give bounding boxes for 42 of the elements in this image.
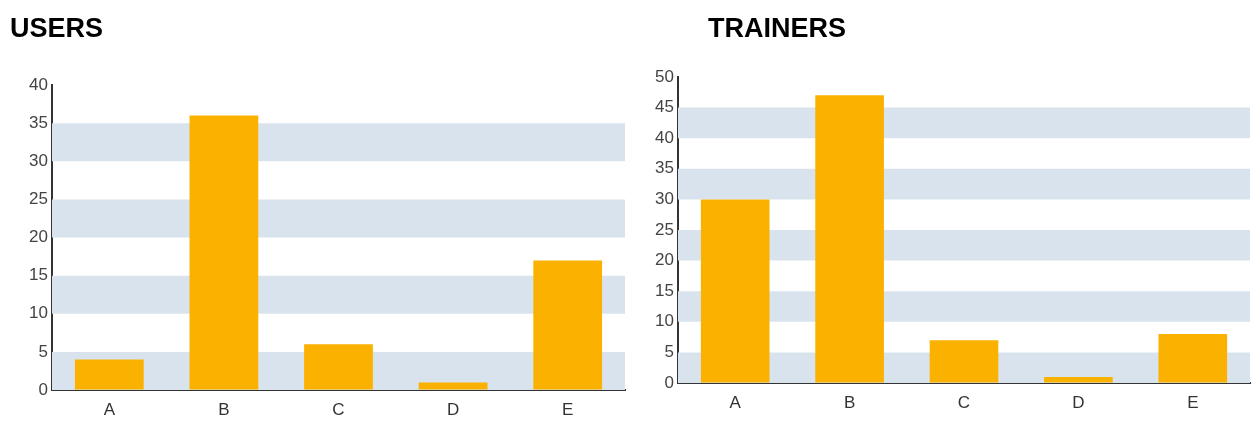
x-tick-label: B — [843, 392, 856, 412]
x-tick-label: B — [218, 399, 230, 419]
y-tick-label: 10 — [29, 303, 48, 323]
bar — [533, 260, 603, 390]
y-tick-label: 20 — [29, 227, 48, 247]
y-tick-label: 35 — [29, 112, 48, 132]
x-tick-label: D — [1072, 392, 1085, 412]
bar — [1044, 376, 1113, 383]
y-tick-label: 50 — [655, 66, 674, 86]
y-tick-label: 25 — [29, 189, 48, 209]
y-tick-label: 0 — [664, 372, 674, 392]
x-tick-label: A — [729, 392, 742, 412]
bar — [929, 340, 999, 383]
bar — [700, 199, 770, 383]
chart-title: USERS — [10, 12, 104, 44]
y-tick-label: 15 — [29, 265, 48, 285]
y-tick-label: 15 — [655, 280, 674, 300]
y-tick-label: 30 — [655, 189, 674, 209]
chart-title: TRAINERS — [708, 12, 847, 44]
y-tick-label: 45 — [655, 97, 674, 117]
x-tick-label: C — [332, 399, 345, 419]
x-tick-label: E — [1187, 392, 1199, 412]
y-tick-label: 5 — [664, 342, 674, 362]
y-tick-label: 25 — [655, 219, 674, 239]
y-tick-label: 35 — [655, 158, 674, 178]
x-tick-label: D — [446, 399, 460, 419]
y-tick-label: 30 — [29, 150, 48, 170]
x-tick-label: E — [562, 399, 574, 419]
bar — [815, 95, 884, 383]
y-tick-label: 10 — [655, 311, 674, 331]
x-tick-label: C — [957, 392, 971, 412]
bar — [189, 115, 259, 390]
x-tick-label: A — [103, 399, 116, 419]
bar — [1158, 334, 1228, 383]
y-tick-label: 40 — [29, 74, 48, 94]
y-tick-label: 40 — [655, 127, 674, 147]
y-tick-label: 0 — [38, 379, 48, 399]
bar — [304, 344, 373, 390]
y-tick-label: 5 — [38, 341, 48, 361]
bar — [418, 382, 488, 390]
y-tick-label: 20 — [655, 250, 674, 270]
bar — [74, 359, 144, 390]
